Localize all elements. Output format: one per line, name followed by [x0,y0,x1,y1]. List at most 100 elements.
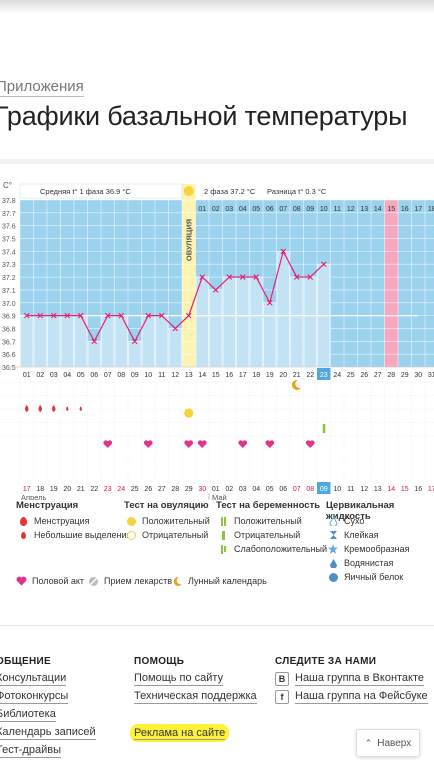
phase1-label: Средняя t° 1 фаза 36.9 °С [40,187,131,196]
legend-title: Тест на беременность [216,500,321,511]
calendar-date-label: 27 [158,486,166,493]
footer-link-site-help[interactable]: Помощь по сайту [134,672,224,686]
calendar-date-label: 02 [225,486,233,493]
temperature-point: 36.9 [37,312,44,319]
phase2-day-number: 14 [374,206,382,213]
temperature-point: 37.2 [253,274,260,280]
breadcrumb[interactable]: Приложения [0,77,84,97]
phase2-day-number: 02 [212,206,220,213]
temperature-point: 36.8 [172,325,179,332]
legend-item: Положительный [216,514,327,528]
calendar-date-label: 03 [239,486,247,493]
y-tick-label: 37.6 [2,224,16,231]
calendar-date-label: 12 [360,486,368,493]
footer-link-photo-contests[interactable]: Фотоконкурсы [0,688,96,706]
calendar-date-label: 04 [252,486,260,493]
cycle-day-label: 06 [90,372,98,379]
legend-cervical: Цервикальная жидкость Сухо Клейкая Кремо… [326,500,434,584]
legend-bottom-row: Половой акт Прием лекарств Лунный календ… [0,574,434,588]
sticky-icon [326,530,340,540]
cycle-day-label: 27 [374,372,382,379]
temperature-point: 36.9 [23,312,30,319]
footer-link-vk[interactable]: B Наша группа в Вконтакте [275,670,428,688]
weak-bar-icon [223,546,226,552]
cycle-day-label: 04 [63,372,71,379]
footer-heading: ПОМОЩЬ [134,656,185,667]
temperature-point: 37.2 [307,274,314,280]
footer-link-advertising[interactable]: Реклама на сайте [130,724,257,742]
cycle-day-label: 20 [279,372,287,379]
phase2-day-number: 07 [279,206,287,213]
ovulation-test-positive-icon [184,408,194,418]
cycle-day-label: 01 [23,372,31,379]
temperature-point: 36.9 [158,312,165,319]
calendar-date-label: 16 [414,486,422,493]
calendar-date-label: 24 [117,486,125,493]
y-tick-label: 36.8 [2,326,16,333]
calendar-date-label: 20 [63,486,71,493]
footer-link-test-drives[interactable]: Тест-драйвы [0,742,96,760]
temperature-point: 36.9 [185,312,192,319]
temperature-bar [33,315,47,368]
temperature-bar [60,315,74,368]
footer-link-library[interactable]: Библиотека [0,706,96,724]
today-highlight [317,368,331,380]
heart-icon [14,576,28,586]
month-label-may: Май [212,493,227,500]
temperature-bar [209,289,223,368]
temperature-bar [87,341,101,368]
cycle-day-label: 29 [401,372,409,379]
footer-link-calendar[interactable]: Календарь записей [0,724,96,742]
legend-item: Водянистая [326,556,434,570]
temperature-point: 37.4 [280,248,287,255]
calendar-date-label: 09 [320,486,328,493]
calendar-date-label: 19 [50,486,58,493]
legend-item: Кремообразная [326,542,434,556]
temperature-bar [236,276,250,368]
phase2-day-number: 15 [387,206,395,213]
cycle-day-label: 03 [50,372,58,379]
footer-link-support[interactable]: Техническая поддержка [134,690,257,704]
double-bar-icon [223,516,226,526]
y-tick-label: 36.5 [2,365,16,372]
cycle-day-label: 15 [212,372,220,379]
legend-title: Менструация [16,500,79,511]
intercourse-heart-icon [265,440,275,448]
temperature-point: 37.3 [320,261,327,268]
temperature-point: 37.2 [239,274,246,280]
calendar-date-label: 21 [77,486,85,493]
intercourse-heart-icon [238,440,248,448]
menstruation-drop-icon [25,405,29,412]
phase2-day-number: 06 [266,206,274,213]
cycle-day-label: 28 [387,372,395,379]
back-to-top-button[interactable]: ⌃ Наверх [356,729,420,757]
egg-white-icon [328,572,338,582]
moon-icon [170,576,184,587]
temperature-bar [249,276,263,368]
cycle-day-label: 21 [293,372,301,379]
cycle-day-label: 24 [333,372,341,379]
footer-link-consultations[interactable]: Консультации [0,670,96,688]
drop-icon [19,516,27,526]
calendar-date-label: 26 [144,486,152,493]
legend-item: Лунный календарь [170,574,267,588]
temperature-point: 36.7 [131,338,138,345]
temperature-point: 37.1 [212,287,219,293]
chevron-up-icon: ⌃ [364,737,373,748]
small-drop-icon [20,531,26,539]
footer-link-facebook[interactable]: f Наша группа на Фейсбуке [275,688,428,706]
cycle-day-label: 18 [252,372,260,379]
phase2-day-number: 10 [320,206,328,213]
phase2-day-number: 01 [198,206,206,213]
temperature-point: 36.9 [104,312,111,319]
y-tick-label: 37.3 [2,262,16,269]
temperature-bar [155,315,169,368]
temperature-bar [20,315,34,368]
temperature-bar [168,328,182,368]
cycle-day-label: 11 [158,372,165,379]
divider [0,159,434,164]
y-unit-label: С° [3,181,12,190]
y-tick-label: 36.7 [2,339,16,346]
phase2-day-number: 12 [347,206,355,213]
legend-item: Прием лекарств [86,574,172,588]
